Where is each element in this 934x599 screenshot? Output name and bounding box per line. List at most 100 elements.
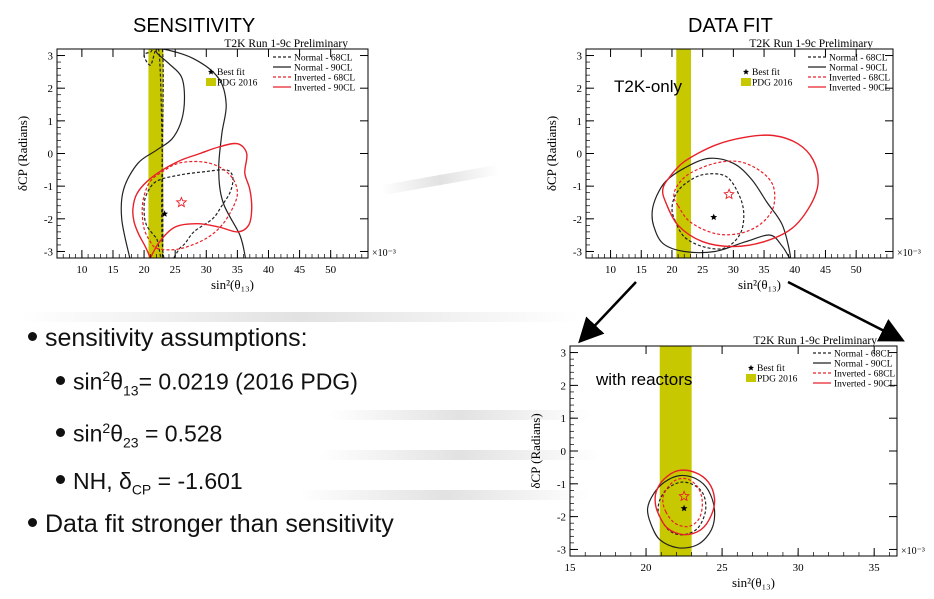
chart-annotation: with reactors (595, 370, 692, 389)
legend-label: Best fit (752, 67, 780, 78)
contour-i90 (132, 142, 253, 258)
x-tick-label: 50 (851, 264, 863, 276)
legend-star-icon (743, 68, 749, 75)
bullet-sin23: sin2θ23 = 0.528 (56, 420, 222, 450)
y-tick-label: 1 (561, 413, 567, 425)
x-tick-label: 30 (793, 562, 805, 574)
x-tick-label: 15 (565, 562, 577, 574)
x-axis: 10 15 20 25 30 35 40 45 50 (585, 49, 894, 276)
bullet-dcp: NH, δCP = -1.601 (56, 468, 243, 498)
datafit-t2k-plot: -3 -2 -1 0 1 2 3 10 15 20 25 30 35 40 45 50 ×10⁻³ sin²(θ₁… (544, 38, 921, 292)
contour-n90 (646, 474, 716, 549)
y-tick-label: -3 (557, 544, 567, 556)
decorative-streak (320, 450, 600, 460)
y-tick-label: 3 (48, 51, 54, 63)
decorative-streak (300, 490, 590, 500)
pdg-band (659, 346, 692, 556)
decorative-streak (20, 312, 580, 322)
legend-label: Normal - 68CL (834, 350, 893, 360)
y-tick-label: 0 (48, 149, 54, 161)
contour-i68 (662, 477, 703, 528)
legend-label: PDG 2016 (752, 79, 793, 89)
y-tick-label: -1 (573, 181, 582, 193)
bullet-dot (56, 475, 65, 485)
x-tick-label: 45 (820, 264, 832, 276)
legend-label: Normal - 90CL (294, 64, 353, 74)
contours (646, 469, 716, 549)
pdg-band (148, 49, 164, 258)
best-fit-inverted-star (723, 188, 735, 200)
x-exponent: ×10⁻³ (901, 546, 925, 557)
y-axis: -3 -2 -1 0 1 2 3 (44, 51, 368, 258)
chart-title: T2K Run 1-9c Preliminary (753, 335, 877, 347)
y-tick-label: -2 (557, 512, 566, 524)
best-fit-inverted-star (175, 196, 188, 208)
heading-sensitivity: SENSITIVITY (133, 15, 256, 37)
y-tick-label: 1 (577, 116, 583, 128)
legend-star-icon (208, 68, 214, 75)
bullet-sin13: sin2θ13= 0.0219 (2016 PDG) (56, 368, 358, 398)
x-tick-label: 40 (263, 264, 275, 276)
bullet-dot (56, 428, 65, 438)
legend-label: Best fit (217, 67, 245, 78)
bullet-last: Data fit stronger than sensitivity (28, 510, 394, 539)
heading-data-fit: DATA FIT (688, 15, 773, 37)
best-fit-inverted-star (678, 490, 690, 502)
x-tick-label: 10 (76, 264, 88, 276)
decorative-streak (330, 410, 590, 420)
x-tick-label: 15 (636, 264, 648, 276)
y-tick-label: 0 (561, 446, 567, 458)
x-exponent: ×10⁻³ (897, 248, 921, 259)
x-tick-label: 25 (717, 562, 729, 574)
legend-label: Inverted - 68CL (834, 370, 895, 380)
contour-i68 (673, 160, 776, 236)
x-axis-label: sin²(θ₁₃) (211, 277, 254, 292)
bullet-main: sensitivity assumptions: (28, 324, 308, 353)
x-tick-label: 35 (759, 264, 771, 276)
legend-star-icon (748, 364, 754, 371)
y-tick-label: 3 (577, 51, 583, 63)
arrow-left (578, 281, 637, 344)
legend-pdg-swatch (741, 78, 751, 86)
x-axis: 10 15 20 25 30 35 40 45 50 (56, 49, 369, 276)
legend-label: Normal - 68CL (829, 54, 888, 64)
x-tick-label: 30 (728, 264, 740, 276)
x-tick-label: 20 (666, 264, 678, 276)
x-tick-label: 45 (294, 264, 306, 276)
x-tick-label: 20 (641, 562, 653, 574)
x-exponent: ×10⁻³ (372, 248, 396, 259)
arrow-right (787, 280, 905, 342)
contour-i90 (654, 469, 716, 536)
legend-label: Inverted - 90CL (829, 84, 890, 94)
y-tick-label: 3 (561, 348, 567, 360)
y-tick-label: -1 (557, 479, 566, 491)
contour-i90 (661, 134, 819, 248)
datafit-reactor-plot: -3 -2 -1 0 1 2 3 15 20 25 30 35 ×10⁻³ sin²(θ₁₃) δCP (R… (528, 335, 925, 590)
y-axis: -3 -2 -1 0 1 2 3 (573, 51, 893, 258)
y-tick-label: -1 (44, 181, 53, 193)
y-tick-label: -3 (573, 246, 583, 258)
legend-label: Inverted - 90CL (294, 84, 355, 94)
x-tick-label: 30 (201, 264, 213, 276)
y-tick-label: -2 (573, 214, 582, 226)
x-tick-label: 25 (697, 264, 709, 276)
y-tick-label: 0 (577, 149, 583, 161)
bullet-dot (28, 331, 37, 341)
y-axis: -3 -2 -1 0 1 2 3 (557, 348, 897, 556)
chart-title: T2K Run 1-9c Preliminary (749, 38, 873, 50)
y-tick-label: 2 (561, 380, 567, 392)
y-tick-label: 2 (577, 83, 583, 95)
contour-n90 (651, 157, 792, 258)
y-tick-label: 2 (48, 83, 54, 95)
sensitivity-plot: -3 -2 -1 0 1 2 3 10 15 20 25 30 35 40 45 50 ×10⁻³ sin²(θ₁… (15, 38, 396, 292)
best-fit-normal-star (710, 213, 718, 221)
y-tick-label: -3 (44, 246, 54, 258)
x-tick-label: 20 (139, 264, 151, 276)
x-axis-label: sin²(θ₁₃) (738, 277, 781, 292)
chart-annotation: T2K-only (614, 77, 683, 96)
legend-label: Normal - 68CL (294, 54, 353, 64)
